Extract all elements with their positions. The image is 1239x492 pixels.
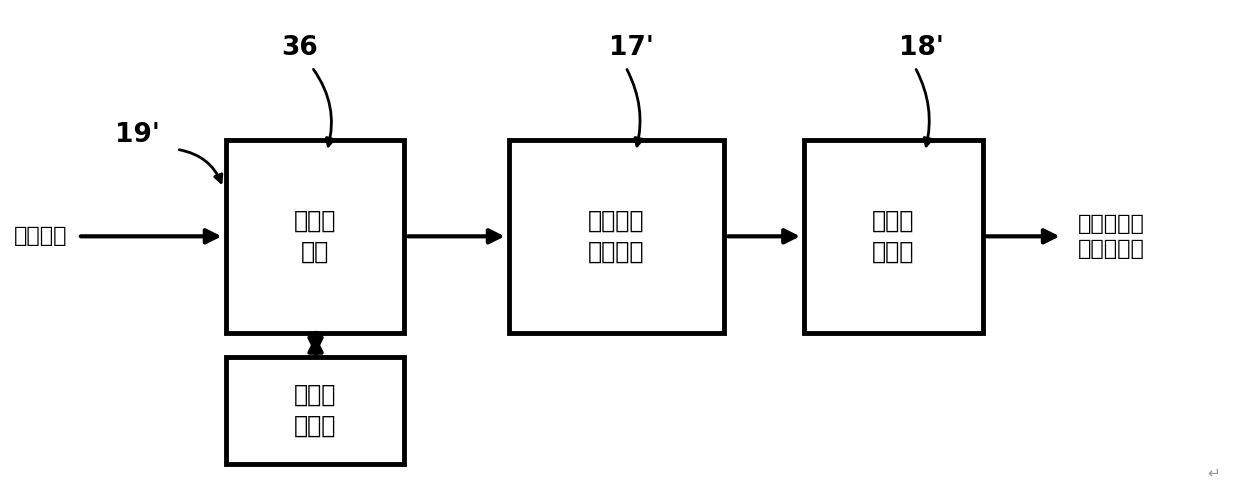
Text: 36: 36 [281, 35, 318, 61]
FancyBboxPatch shape [509, 140, 724, 333]
Text: 电流电压
转换电路: 电流电压 转换电路 [589, 209, 644, 264]
Text: 激光输出功
率检测信号: 激光输出功 率检测信号 [1078, 214, 1145, 259]
Text: 恒温控
制电路: 恒温控 制电路 [294, 383, 336, 438]
Text: ↵: ↵ [1207, 465, 1220, 481]
Text: 19': 19' [115, 122, 160, 148]
Text: 18': 18' [898, 35, 943, 61]
Text: 激光信号: 激光信号 [15, 226, 68, 246]
FancyBboxPatch shape [225, 357, 404, 463]
Text: 光电转
换器: 光电转 换器 [294, 209, 336, 264]
FancyBboxPatch shape [804, 140, 983, 333]
Text: 电压放
大电路: 电压放 大电路 [872, 209, 914, 264]
FancyBboxPatch shape [225, 140, 404, 333]
Text: 17': 17' [610, 35, 654, 61]
